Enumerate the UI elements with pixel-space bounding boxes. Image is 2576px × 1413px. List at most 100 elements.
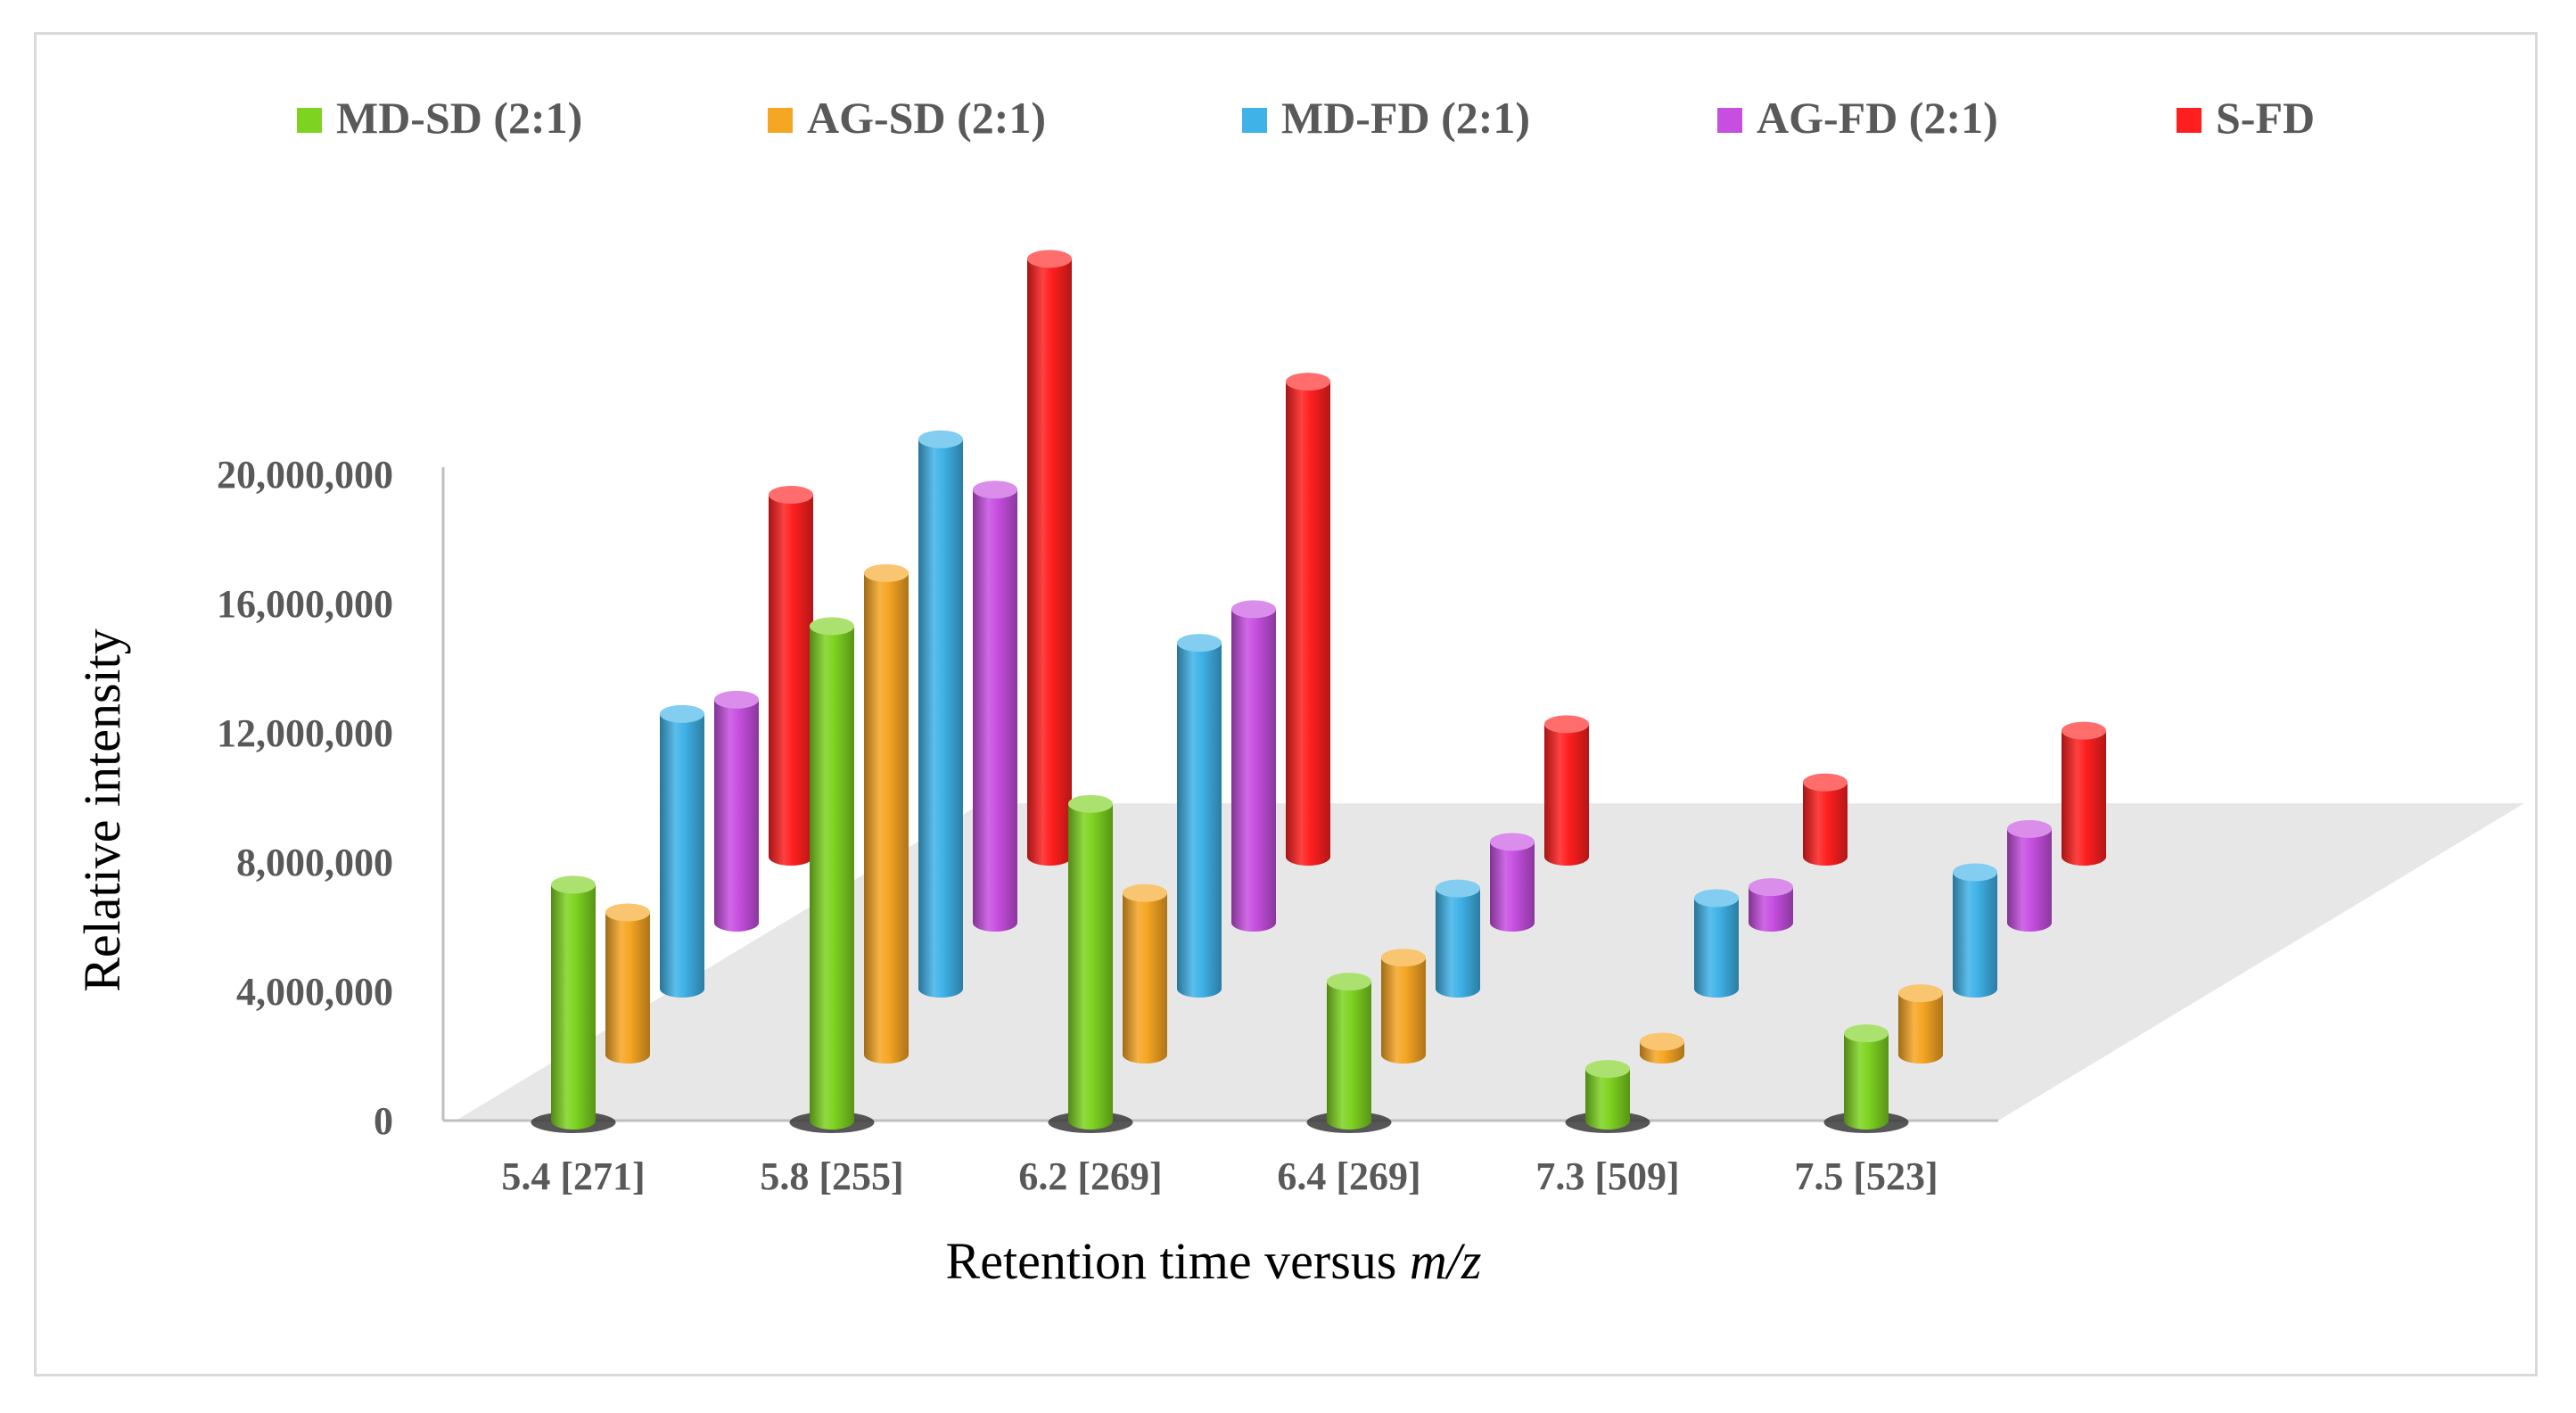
bar-body [2062,730,2106,866]
bar-md-sd-3 [1306,973,1392,1133]
bar-ag-fd-5 [2007,819,2052,932]
y-tick-label: 8,000,000 [236,841,393,884]
bar-body [769,495,813,866]
bar-s-fd-1 [1027,250,1072,866]
bar-ag-fd-2 [1231,600,1276,932]
bar-body [714,699,759,932]
bar-cap [1027,250,1072,268]
bar-cap [1694,889,1739,908]
legend-label: AG-FD (2:1) [1757,93,1998,143]
x-tick-label: 6.2 [269] [1018,1154,1162,1198]
bar-body [1286,382,1330,866]
bar-cap [1231,600,1276,619]
legend-swatch [1242,108,1267,133]
legend-label: MD-FD (2:1) [1281,93,1530,143]
bar-cap [769,486,813,504]
chart-svg: MD-SD (2:1) AG-SD (2:1) MD-FD (2:1) AG-FD (… [73,93,2524,1290]
bar-cap [810,617,854,636]
x-tick-label: 5.8 [255] [760,1154,903,1198]
x-tick-label: 7.5 [523] [1794,1154,1938,1198]
bar-md-sd-0 [531,875,616,1133]
y-tick-label: 4,000,000 [236,970,393,1014]
bar-ag-sd-3 [1381,949,1426,1064]
bar-body [1749,887,1793,932]
x-axis-title: Retention time versus m/z [946,1232,1482,1290]
x-axis-title-italic: m/z [1410,1232,1482,1290]
bar-cap [973,481,1017,499]
bar-s-fd-4 [1803,773,1848,866]
bar-md-fd-5 [1953,863,1997,998]
legend-label: S-FD [2216,93,2315,143]
bar-ag-sd-4 [1640,1032,1684,1064]
bar-cap [714,690,759,709]
bar-md-fd-0 [660,704,704,998]
bar-s-fd-0 [769,486,813,866]
bar-cap [1177,634,1222,653]
bar-body [864,572,909,1064]
bar-body [1381,957,1426,1064]
bar-body [1803,782,1848,866]
bar-s-fd-2 [1286,373,1330,866]
bar-cap [1068,794,1113,813]
bar-body [1177,643,1222,998]
bar-ag-sd-2 [1123,883,1167,1064]
bar-ag-fd-3 [1490,833,1535,932]
bar-body [1231,609,1276,932]
bar-cap [1286,373,1330,391]
bar-cap [1640,1032,1684,1051]
bar-body [660,713,704,998]
legend-label: AG-SD (2:1) [807,93,1046,143]
bar-cap [551,875,596,894]
bar-md-fd-1 [918,430,963,998]
bar-cap [1898,984,1943,1003]
legend-swatch [2177,108,2202,133]
x-tick-label: 7.3 [509] [1535,1154,1679,1198]
bar-body [551,884,596,1130]
bar-body [1436,888,1480,998]
bar-body [973,489,1017,932]
bar-cap [1381,949,1426,967]
legend-swatch [1717,108,1742,133]
bar-md-sd-1 [789,617,875,1133]
legend-label: MD-SD (2:1) [336,93,582,143]
bar-cap [1123,883,1167,902]
bar-body [1327,982,1371,1130]
legend: MD-SD (2:1) AG-SD (2:1) MD-FD (2:1) AG-FD (… [297,93,2315,143]
bar-cap [1585,1060,1630,1078]
axes [441,467,1998,1122]
y-tick-label: 12,000,000 [217,711,393,755]
bar-cap [1803,773,1848,792]
bar-ag-sd-5 [1898,984,1943,1064]
bar-md-sd-4 [1565,1060,1650,1133]
bar-cap [1490,833,1535,851]
bar-body [1027,259,1072,866]
y-axis-title: Relative intensity [73,628,131,992]
bar-cap [864,563,909,582]
bar-cap [1327,973,1371,991]
bar-cap [660,704,704,723]
y-tick-label: 20,000,000 [217,453,393,497]
x-axis-title-prefix: Retention time versus [946,1232,1410,1290]
y-tick-label: 16,000,000 [217,582,393,626]
bar-cap [1844,1024,1889,1043]
bar-cap [2007,819,2052,838]
bar-cap [1544,715,1589,734]
bar-body [605,912,650,1064]
bar-md-fd-3 [1436,879,1480,998]
bar-md-fd-2 [1177,634,1222,998]
bar-body [1898,993,1943,1064]
chart-frame: MD-SD (2:1) AG-SD (2:1) MD-FD (2:1) AG-FD (… [34,32,2538,1376]
bar-body [1544,724,1589,866]
bar-ag-fd-1 [973,481,1017,932]
legend-swatch [768,108,793,133]
bar-md-fd-4 [1694,889,1739,998]
bar-body [1068,803,1113,1130]
bar-s-fd-5 [2062,721,2106,866]
bars [531,250,2106,1133]
bar-body [1953,872,1997,998]
bar-ag-sd-0 [605,903,650,1064]
bar-body [1585,1069,1630,1130]
bar-cap [1953,863,1997,882]
labels: 0 4,000,000 8,000,000 12,000,000 16,000,000 2… [73,453,1938,1290]
bar-s-fd-3 [1544,715,1589,866]
